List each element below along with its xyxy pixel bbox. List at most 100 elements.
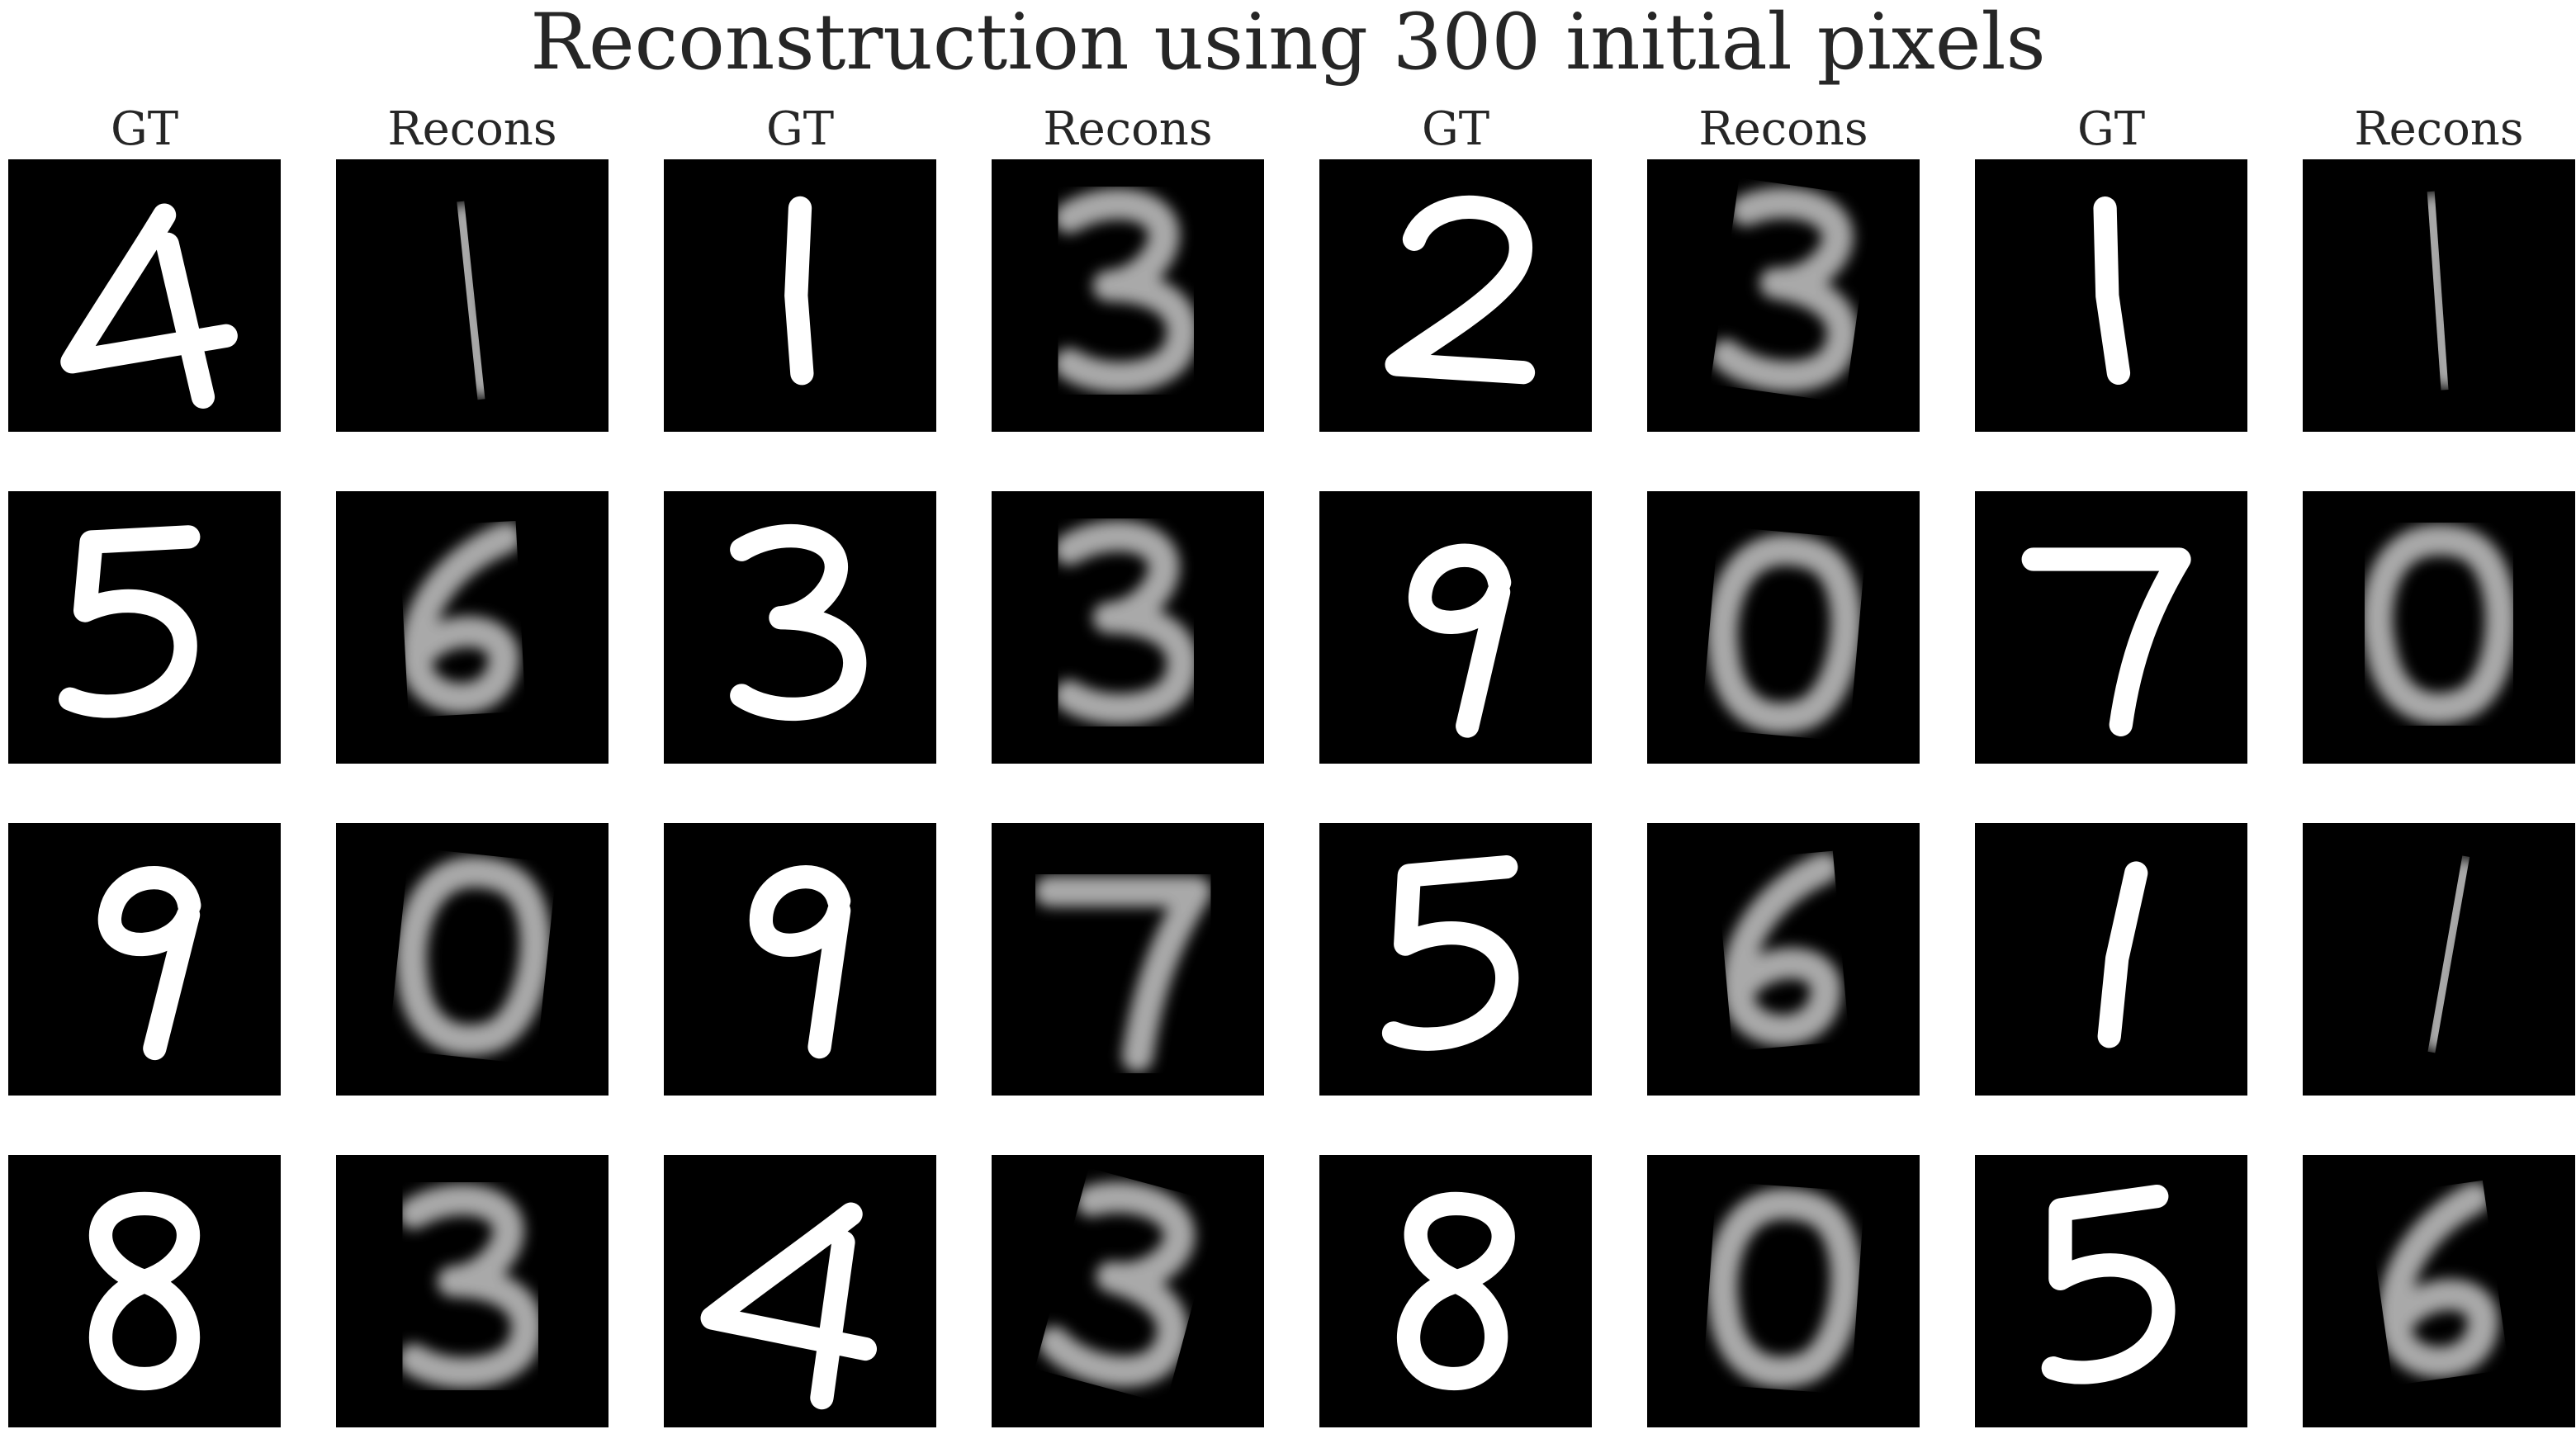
- column-header-recons: Recons: [387, 102, 557, 156]
- digit-stroke: [1381, 855, 1519, 1051]
- reconstruction-stroke: [2417, 192, 2462, 389]
- reconstructed-digit: [395, 856, 552, 1056]
- reconstruction-stroke: [2361, 524, 2517, 725]
- reconstructed-digit: [2421, 857, 2480, 1053]
- reconstruction-image: [992, 159, 1264, 432]
- reconstruction-image: [336, 1155, 608, 1427]
- reconstruction-image: [1647, 823, 1920, 1096]
- ground-truth-digit: [730, 523, 867, 722]
- reconstructed-digit: [1054, 520, 1198, 725]
- reconstruction-image: [1647, 159, 1920, 432]
- reconstruction-stroke: [2378, 1181, 2499, 1378]
- ground-truth-digit: [88, 1191, 201, 1391]
- digit-stroke: [2093, 196, 2131, 386]
- ground-truth-image: [1319, 159, 1592, 432]
- ground-truth-image: [8, 491, 281, 764]
- reconstruction-image: [992, 1155, 1264, 1427]
- ground-truth-digit: [784, 196, 814, 386]
- digit-stroke: [784, 196, 814, 386]
- reconstructed-digit: [1034, 875, 1212, 1072]
- reconstruction-stroke: [447, 202, 499, 399]
- column-header-recons: Recons: [1698, 102, 1868, 156]
- reconstruction-stroke: [398, 1184, 542, 1389]
- digit-stroke: [97, 866, 201, 1061]
- reconstruction-image: [336, 159, 608, 432]
- digit-stroke: [749, 865, 851, 1059]
- reconstructed-digit: [1710, 187, 1859, 392]
- reconstruction-image: [992, 823, 1264, 1096]
- reconstructed-digit: [1707, 534, 1863, 734]
- reconstruction-image: [336, 823, 608, 1096]
- ground-truth-image: [8, 159, 281, 432]
- reconstructed-digit: [1054, 188, 1198, 393]
- digit-stroke: [1397, 1192, 1515, 1390]
- ground-truth-digit: [97, 866, 201, 1061]
- ground-truth-image: [664, 491, 936, 764]
- reconstruction-stroke: [1707, 534, 1863, 734]
- reconstruction-stroke: [395, 856, 552, 1056]
- ground-truth-image: [1975, 159, 2247, 432]
- ground-truth-digit: [700, 1202, 878, 1410]
- reconstructed-digit: [1721, 852, 1842, 1046]
- ground-truth-digit: [1381, 855, 1519, 1051]
- reconstruction-image: [2303, 491, 2575, 764]
- reconstruction-image: [992, 491, 1264, 764]
- ground-truth-digit: [59, 525, 201, 718]
- ground-truth-image: [664, 1155, 936, 1427]
- reconstruction-stroke: [1038, 1181, 1196, 1388]
- ground-truth-digit: [2021, 547, 2191, 736]
- column-header-gt: GT: [765, 102, 835, 156]
- reconstruction-stroke: [1721, 852, 1842, 1046]
- digit-stroke: [1385, 195, 1536, 385]
- ground-truth-digit: [1409, 543, 1512, 738]
- reconstructed-digit: [2417, 192, 2462, 389]
- reconstructed-digit: [1038, 1181, 1196, 1388]
- digit-stroke: [730, 523, 867, 722]
- digit-stroke: [2021, 547, 2191, 736]
- reconstruction-stroke: [1054, 520, 1198, 725]
- reconstructed-digit: [447, 202, 499, 399]
- column-header-gt: GT: [1421, 102, 1490, 156]
- digit-stroke: [2041, 1184, 2176, 1384]
- ground-truth-image: [1319, 823, 1592, 1096]
- ground-truth-digit: [1397, 1192, 1515, 1390]
- reconstruction-stroke: [400, 522, 523, 714]
- reconstruction-stroke: [1034, 875, 1212, 1072]
- digit-stroke: [60, 203, 238, 409]
- ground-truth-image: [664, 159, 936, 432]
- digit-stroke: [88, 1191, 201, 1391]
- ground-truth-digit: [2093, 196, 2131, 386]
- digit-stroke: [2097, 861, 2148, 1048]
- column-header-gt: GT: [110, 102, 179, 156]
- reconstruction-stroke: [2421, 857, 2480, 1053]
- digit-stroke: [1409, 543, 1512, 738]
- digit-stroke: [59, 525, 201, 718]
- reconstruction-stroke: [1054, 188, 1198, 393]
- reconstructed-digit: [398, 1184, 542, 1389]
- figure-title: Reconstruction using 300 initial pixels: [530, 0, 2046, 88]
- reconstruction-stroke: [1710, 187, 1859, 392]
- ground-truth-image: [8, 1155, 281, 1427]
- ground-truth-image: [8, 823, 281, 1096]
- column-header-gt: GT: [2076, 102, 2146, 156]
- ground-truth-digit: [749, 865, 851, 1059]
- ground-truth-image: [1975, 1155, 2247, 1427]
- reconstruction-stroke: [1707, 1188, 1862, 1388]
- column-header-recons: Recons: [2354, 102, 2524, 156]
- reconstructed-digit: [2361, 524, 2517, 725]
- ground-truth-image: [1319, 491, 1592, 764]
- reconstruction-image: [1647, 491, 1920, 764]
- reconstruction-image: [1647, 1155, 1920, 1427]
- reconstructed-digit: [1707, 1188, 1862, 1388]
- ground-truth-image: [1319, 1155, 1592, 1427]
- ground-truth-digit: [2097, 861, 2148, 1048]
- reconstructed-digit: [400, 522, 523, 714]
- ground-truth-image: [664, 823, 936, 1096]
- reconstruction-image: [2303, 159, 2575, 432]
- ground-truth-digit: [60, 203, 238, 409]
- reconstruction-image: [2303, 1155, 2575, 1427]
- reconstructed-digit: [2378, 1181, 2499, 1378]
- ground-truth-digit: [2041, 1184, 2176, 1384]
- digit-stroke: [700, 1202, 878, 1410]
- ground-truth-image: [1975, 823, 2247, 1096]
